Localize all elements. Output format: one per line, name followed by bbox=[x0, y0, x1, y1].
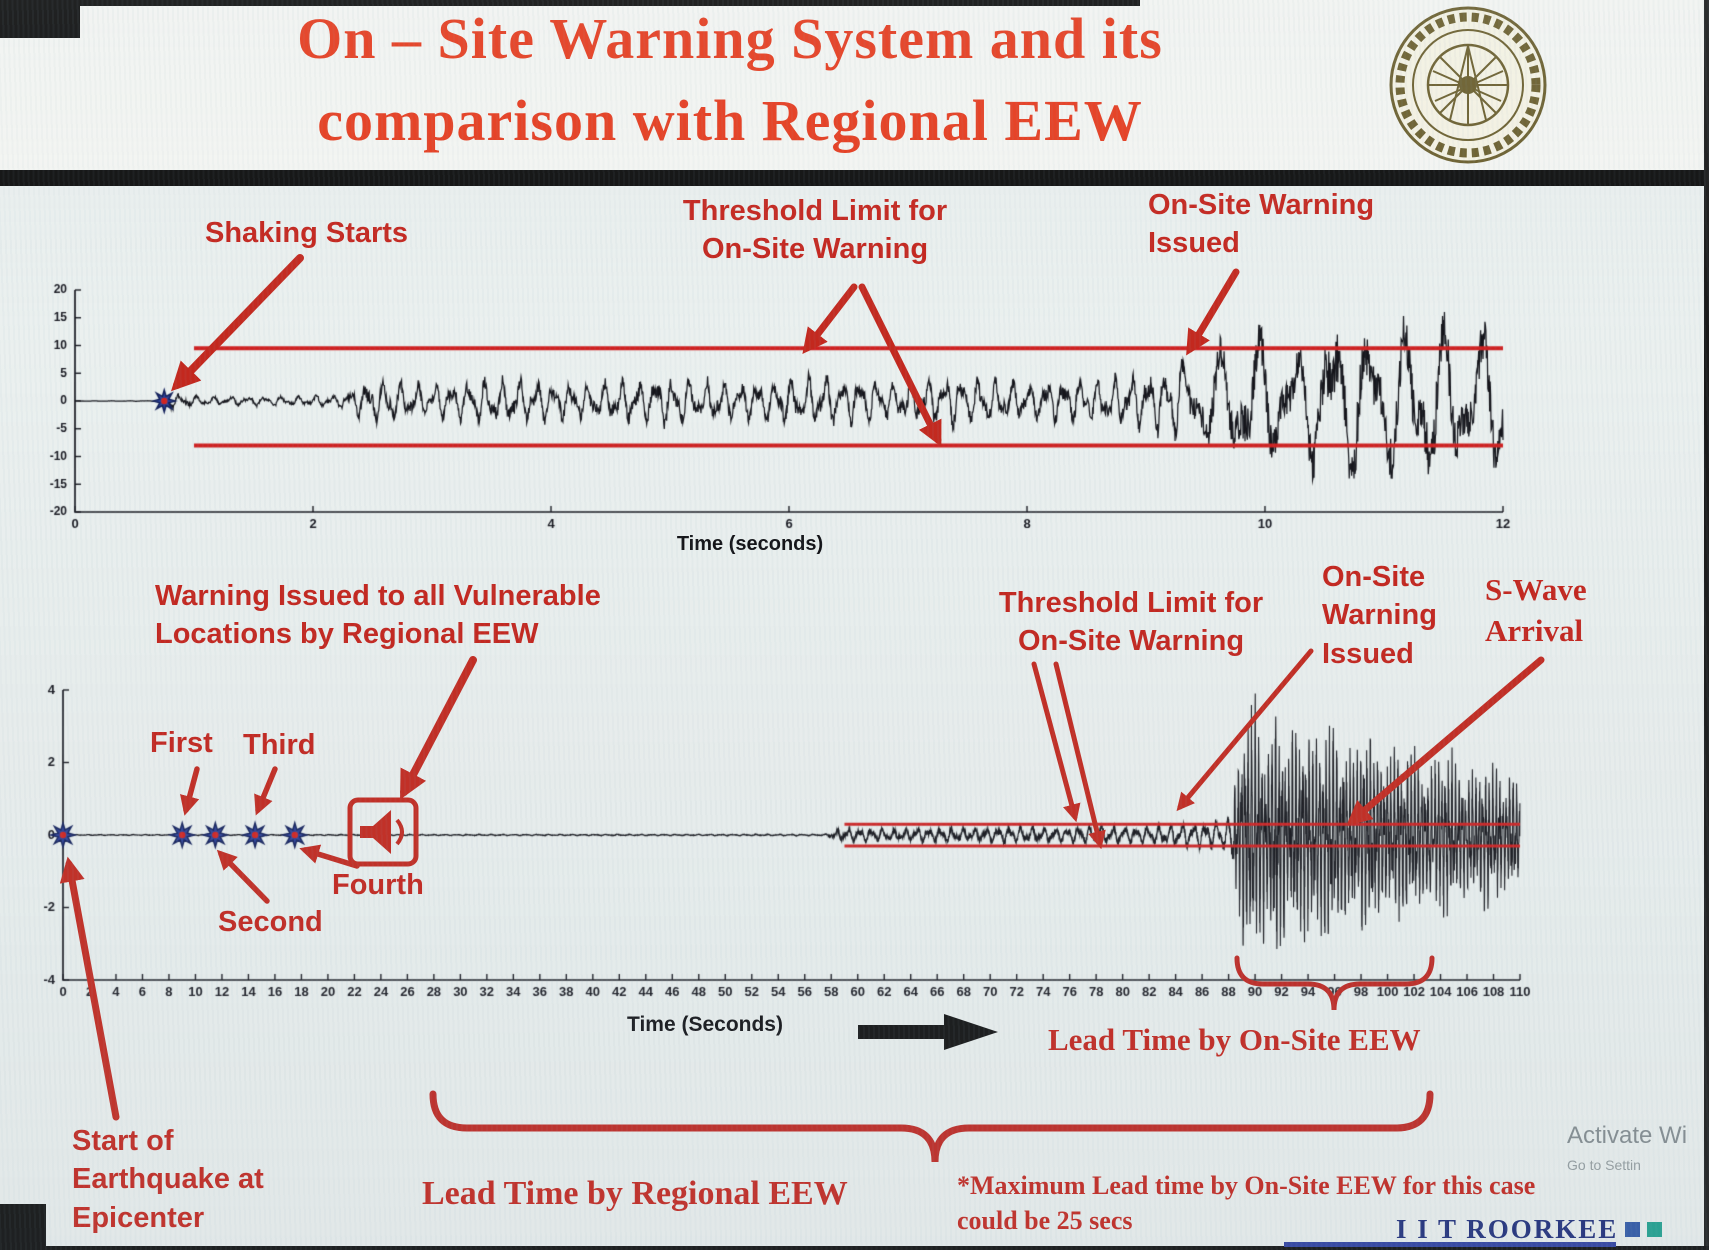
anno-onsite-issued-top-line1: On-Site Warning bbox=[1148, 189, 1375, 221]
anno-threshold-top: Threshold Limit for On-Site Warning bbox=[662, 192, 968, 269]
photo-corner-top-left bbox=[0, 0, 80, 38]
anno-onsite-issued-bottom-line2: Warning bbox=[1322, 599, 1437, 632]
anno-second: Second bbox=[218, 906, 323, 938]
anno-onsite-issued-top-line2: Issued bbox=[1148, 227, 1240, 260]
anno-threshold-bottom-line2: On-Site Warning bbox=[1017, 625, 1245, 658]
anno-fourth: Fourth bbox=[332, 869, 424, 901]
anno-threshold-top-line2: On-Site Warning bbox=[701, 233, 929, 266]
bottom-chart-xlabel: Time (Seconds) bbox=[627, 1013, 783, 1036]
anno-regional-warning: Warning Issued to all Vulnerable Locatio… bbox=[155, 577, 601, 654]
anno-threshold-bottom-line1: Threshold Limit for bbox=[998, 587, 1264, 619]
anno-max-lead-note-line2: could be 25 secs bbox=[957, 1206, 1133, 1236]
anno-epicenter-line1: Start of bbox=[72, 1125, 174, 1157]
iit-roorkee-logo-icon bbox=[1389, 6, 1547, 164]
photo-edge-top bbox=[0, 0, 1140, 6]
anno-threshold-bottom: Threshold Limit for On-Site Warning bbox=[978, 584, 1284, 661]
anno-epicenter: Start of Earthquake at Epicenter bbox=[72, 1122, 264, 1237]
photo-edge-right bbox=[1704, 0, 1709, 1250]
footer-brand-text: I I T ROORKEE bbox=[1396, 1214, 1619, 1244]
anno-s-wave-line1: S-Wave bbox=[1485, 572, 1587, 607]
slide-title-line1: On – Site Warning System and its bbox=[297, 6, 1163, 71]
time-axis-direction-arrow bbox=[858, 1014, 998, 1050]
logo-text-ring bbox=[1412, 29, 1524, 141]
footer-square-green bbox=[1647, 1222, 1663, 1237]
logo-gear-ring bbox=[1395, 12, 1541, 158]
top-chart-xlabel: Time (seconds) bbox=[676, 533, 824, 555]
anno-lead-time-onsite: Lead Time by On-Site EEW bbox=[1048, 1022, 1421, 1057]
anno-first: First bbox=[150, 727, 213, 759]
title-divider-bar bbox=[0, 170, 1709, 186]
slide-title-line2: comparison with Regional EEW bbox=[317, 88, 1143, 153]
anno-onsite-issued-bottom-line3: Issued bbox=[1322, 637, 1414, 670]
anno-third: Third bbox=[243, 729, 316, 761]
title-area: On – Site Warning System and its compari… bbox=[0, 0, 1709, 170]
anno-onsite-issued-bottom-line1: On-Site bbox=[1322, 561, 1426, 593]
watermark-settings-text: Go to Settin bbox=[1567, 1157, 1641, 1173]
anno-epicenter-line3: Epicenter bbox=[72, 1201, 205, 1234]
anno-s-wave-line2: Arrival bbox=[1485, 612, 1584, 648]
photo-edge-bottom bbox=[0, 1246, 1709, 1250]
logo-hub bbox=[1459, 76, 1477, 94]
watermark-activate-text: Activate Wi bbox=[1567, 1122, 1688, 1149]
anno-regional-warning-line2: Locations by Regional EEW bbox=[155, 618, 539, 651]
footer-square-blue bbox=[1625, 1222, 1641, 1237]
photo-corner-bottom-left bbox=[0, 1204, 46, 1250]
brace-lead-time-regional bbox=[429, 1090, 1434, 1163]
onsite-seismogram-chart bbox=[30, 282, 1520, 562]
footer-brand: I I T ROORKEE bbox=[1396, 1214, 1663, 1244]
anno-onsite-issued-bottom: On-Site Warning Issued bbox=[1322, 558, 1437, 673]
anno-threshold-top-line1: Threshold Limit for bbox=[682, 195, 948, 227]
anno-lead-time-regional: Lead Time by Regional EEW bbox=[422, 1175, 848, 1212]
anno-onsite-issued-top: On-Site Warning Issued bbox=[1148, 186, 1374, 263]
footer-underline bbox=[1284, 1242, 1616, 1247]
anno-max-lead-note: *Maximum Lead time by On-Site EEW for th… bbox=[957, 1168, 1535, 1238]
anno-regional-warning-line1: Warning Issued to all Vulnerable bbox=[155, 580, 601, 612]
logo-wheel-rim bbox=[1426, 43, 1510, 127]
anno-epicenter-line2: Earthquake at bbox=[72, 1163, 264, 1196]
anno-s-wave: S-Wave Arrival bbox=[1485, 570, 1587, 652]
anno-max-lead-note-line1: *Maximum Lead time by On-Site EEW for th… bbox=[957, 1171, 1536, 1200]
anno-shaking-starts: Shaking Starts bbox=[205, 217, 409, 249]
